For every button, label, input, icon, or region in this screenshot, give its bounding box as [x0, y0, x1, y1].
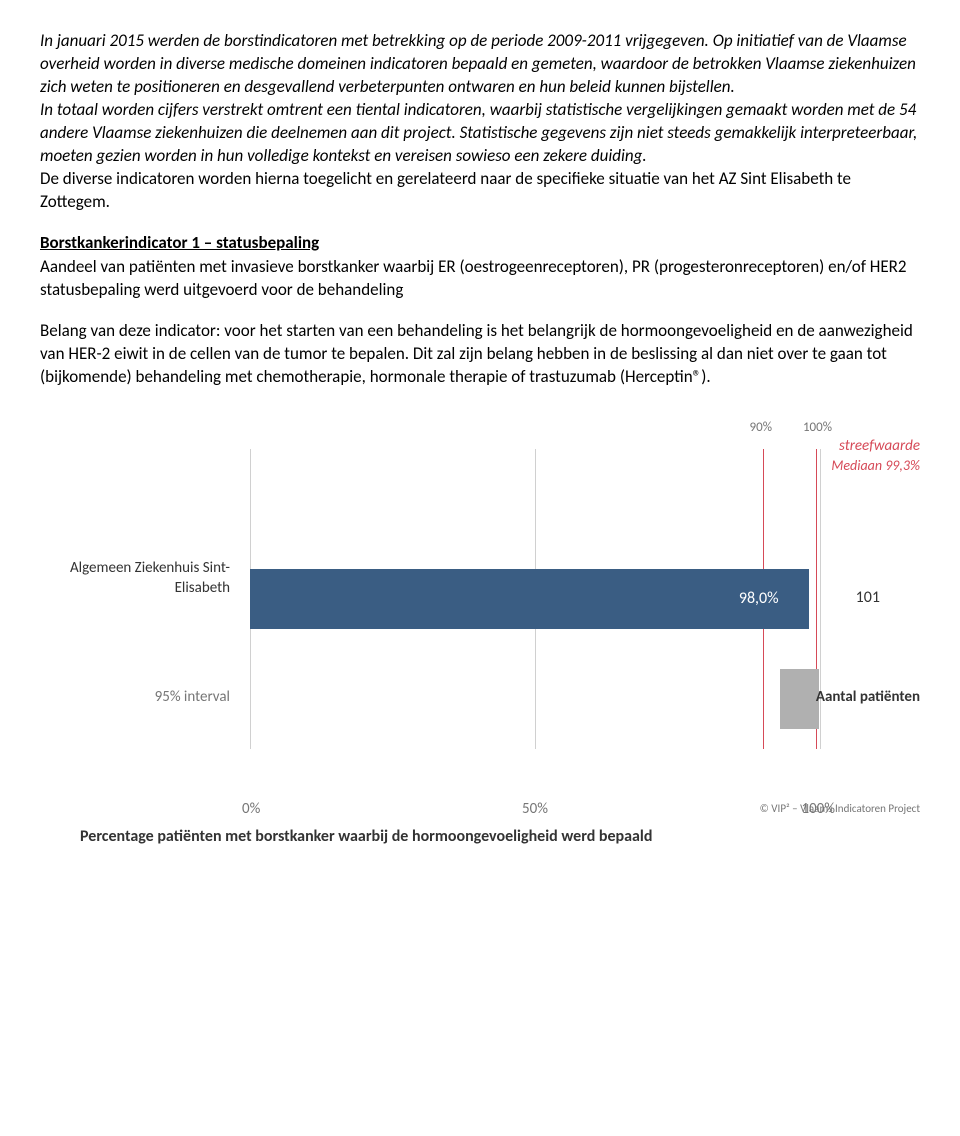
axis-top-100: 100% [803, 419, 832, 437]
indicator1-desc: Aandeel van patiënten met invasieve bors… [40, 256, 920, 302]
mediaan-label: Mediaan 99,3% [831, 457, 920, 476]
hospital-label: Algemeen Ziekenhuis Sint-Elisabeth [40, 559, 240, 598]
interval-bar [780, 669, 819, 729]
hospital-bar: 98,0% [250, 569, 809, 629]
aantal-patienten-label: Aantal patiënten [816, 687, 920, 707]
axis-top-90: 90% [750, 419, 772, 437]
axis-b-0: 0% [242, 799, 260, 819]
interval-row [250, 669, 820, 729]
plot-area: 98,0% [250, 449, 820, 749]
axis-top-labels: 90% 100% [250, 419, 840, 439]
patient-count: 101 [856, 587, 880, 609]
indicator1-importance: Belang van deze indicator: voor het star… [40, 320, 920, 389]
chart-container: 90% 100% streefwaarde Mediaan 99,3% Alge… [40, 419, 920, 859]
chart-title: Percentage patiënten met borstkanker waa… [80, 826, 652, 848]
vip-credit: © VIP² – Vlaams Indicatoren Project [760, 802, 920, 817]
axis-b-50: 50% [522, 799, 548, 819]
bar-row: 98,0% [250, 569, 820, 629]
interval-label: 95% interval [40, 687, 240, 707]
section-heading-1: Borstkankerindicator 1 – statusbepaling [40, 232, 920, 255]
bar-value-label: 98,0% [739, 588, 779, 610]
intro-sentence: In januari 2015 werden de borstindicator… [40, 30, 709, 51]
streefwaarde-label: streefwaarde [839, 436, 920, 456]
intro-paragraph: In januari 2015 werden de borstindicator… [40, 30, 920, 214]
intro-body3: De diverse indicatoren worden hierna toe… [40, 168, 851, 212]
